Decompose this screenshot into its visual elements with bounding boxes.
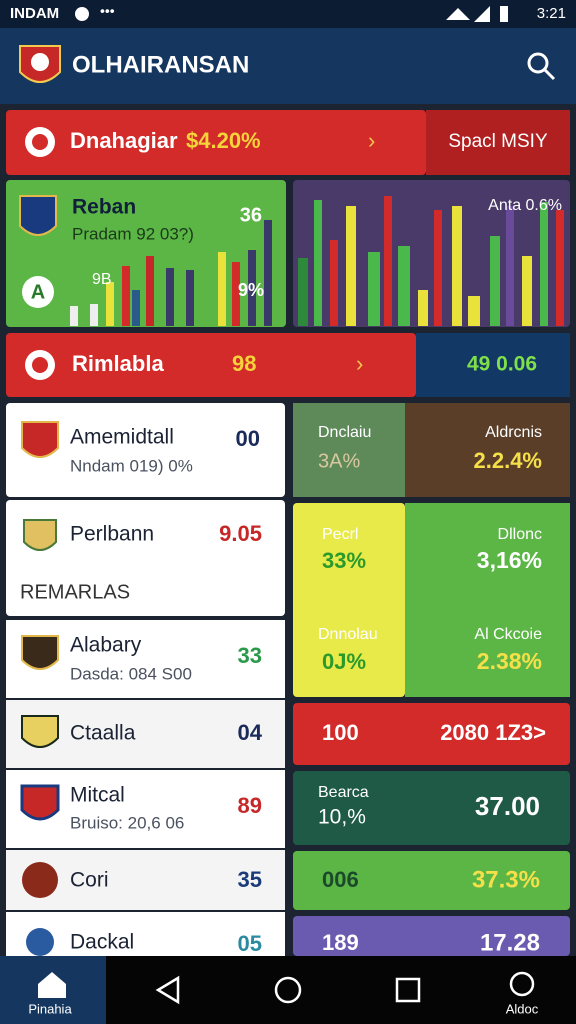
recents-button[interactable]: [395, 977, 421, 1003]
team-sub: Pradam 92 03?): [72, 224, 194, 243]
stat-label: Pecrl: [322, 526, 358, 543]
item-name[interactable]: Mitcal: [70, 784, 125, 807]
app-title: OLHAIRANSAN: [72, 51, 249, 78]
item-name[interactable]: Ctaalla: [70, 722, 136, 745]
mini-bars: [70, 220, 272, 326]
stat-value: 10,%: [318, 806, 366, 829]
stat-value: 33%: [322, 548, 366, 573]
item-value: 35: [238, 867, 262, 892]
home-label: Pinahia: [28, 1001, 72, 1016]
item-name[interactable]: Alabary: [70, 634, 142, 657]
banner-name: Rimlabla: [72, 351, 164, 376]
stat-value: 2.38%: [477, 648, 542, 674]
carrier: INDAM: [10, 5, 59, 22]
stat-label: Bearca: [318, 784, 369, 801]
battery-icon: [500, 6, 508, 22]
home-button[interactable]: [274, 976, 302, 1004]
stat-value: 3,16%: [477, 547, 542, 573]
svg-text:›: ›: [356, 351, 363, 376]
svg-text:A: A: [31, 281, 45, 303]
status-bar: [0, 0, 576, 28]
item-value: 89: [238, 793, 262, 818]
banner-name: Dnahagiar: [70, 128, 178, 153]
chart-label: Anta 0.6%: [488, 197, 562, 214]
last-tab-label: Aldoc: [506, 1001, 539, 1016]
stat-value: 17.28: [480, 929, 540, 956]
team-tile[interactable]: A: [6, 180, 286, 327]
stat-label: Dnclaiu: [318, 424, 371, 441]
stat-value: 100: [322, 720, 359, 745]
team-value: 9%: [238, 280, 264, 300]
section-title: REMARLAS: [20, 581, 130, 603]
item-sub: Dasda: 084 S00: [70, 664, 192, 683]
banner[interactable]: ›: [6, 333, 570, 397]
stat-value: 37.3%: [472, 866, 540, 893]
item-name[interactable]: Amemidtall: [70, 426, 174, 449]
back-button[interactable]: [155, 975, 180, 1005]
item-value: 33: [238, 643, 262, 668]
item-name[interactable]: Perlbann: [70, 523, 154, 546]
chart-tile[interactable]: [293, 180, 570, 327]
stat-value[interactable]: 2080 1Z3>: [440, 720, 546, 745]
team-name: Reban: [72, 196, 136, 219]
banner[interactable]: ›: [6, 110, 570, 175]
item-value: 9.05: [219, 521, 262, 546]
list-cards: [6, 403, 285, 956]
stat-tiles: [293, 403, 570, 956]
stat-label: Al Ckcoie: [474, 626, 542, 643]
status-dots: •••: [100, 3, 115, 19]
svg-text:›: ›: [368, 128, 375, 153]
stat-value: 37.00: [475, 791, 540, 821]
stat-label: Aldrcnis: [485, 424, 542, 441]
signal-icons: [446, 6, 490, 22]
banner-side: 49 0.06: [467, 353, 537, 376]
stat-value: 3A%: [318, 450, 360, 472]
team-value: 9B: [92, 271, 112, 288]
stat-label: Dllonc: [498, 526, 542, 543]
stat-value: 2.2.4%: [474, 448, 543, 473]
stat-value: 006: [322, 867, 359, 892]
app-logo: [19, 45, 61, 83]
status-icon: [75, 7, 89, 21]
item-value: 00: [236, 426, 260, 451]
app-bar: [0, 28, 576, 104]
item-value: 04: [238, 720, 263, 745]
item-sub: Bruiso: 20,6 06: [70, 813, 184, 832]
item-name[interactable]: Dackal: [70, 931, 134, 954]
banner-value: $4.20%: [186, 128, 261, 153]
search-button[interactable]: [527, 52, 556, 81]
clock: 3:21: [537, 5, 566, 22]
item-sub: Nndam 019) 0%: [70, 456, 193, 475]
banner-value: 98: [232, 351, 256, 376]
item-name[interactable]: Cori: [70, 869, 109, 892]
stat-label: Dnnolau: [318, 626, 378, 643]
home-tab[interactable]: [0, 956, 106, 1024]
stat-value: 0J%: [322, 649, 366, 674]
banner-side: Spacl MSIY: [448, 131, 548, 152]
stat-value: 189: [322, 930, 359, 955]
last-tab[interactable]: [509, 971, 535, 997]
item-value: 05: [238, 931, 262, 956]
team-value: 36: [240, 204, 262, 226]
